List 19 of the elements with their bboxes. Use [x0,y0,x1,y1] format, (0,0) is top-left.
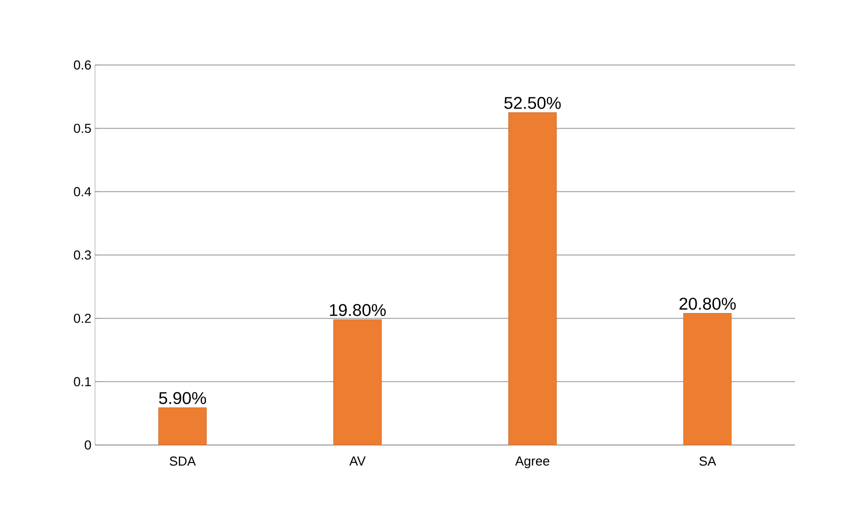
bar [158,407,207,445]
y-tick-label: 0.3 [74,250,91,260]
y-tick-label: 0.4 [74,187,92,196]
x-tick-label: Agree [515,456,550,468]
y-tick-label: 0.2 [74,314,91,323]
x-tick-label: SA [699,456,716,466]
x-tick-label: SDA [170,456,196,466]
y-tick-label: 0.6 [74,60,91,70]
bar [333,319,382,445]
x-tick-label: AV [349,456,366,466]
bar [683,313,732,445]
data-label: 20.80% [680,298,736,310]
bar [508,112,557,445]
data-label: 19.80% [330,304,386,316]
data-label: 52.50% [504,96,561,109]
y-tick-label: 0 [84,440,91,450]
y-tick-label: 0.5 [74,124,91,133]
y-tick-label: 0.1 [74,377,91,386]
data-label: 5.90% [159,392,206,404]
